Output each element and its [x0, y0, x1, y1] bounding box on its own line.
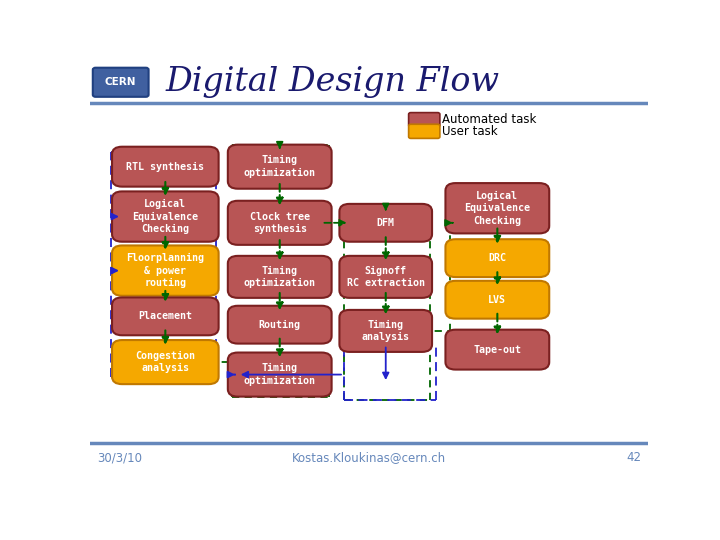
Text: Automated task: Automated task	[441, 113, 536, 126]
FancyBboxPatch shape	[112, 191, 219, 242]
FancyBboxPatch shape	[409, 113, 440, 127]
Text: Clock tree
synthesis: Clock tree synthesis	[250, 212, 310, 234]
FancyBboxPatch shape	[112, 147, 219, 187]
FancyBboxPatch shape	[112, 340, 219, 384]
FancyBboxPatch shape	[446, 329, 549, 369]
FancyBboxPatch shape	[446, 183, 549, 233]
Text: Timing
optimization: Timing optimization	[243, 156, 316, 178]
Text: Congestion
analysis: Congestion analysis	[135, 351, 195, 373]
FancyBboxPatch shape	[112, 298, 219, 335]
FancyBboxPatch shape	[339, 310, 432, 352]
Text: Signoff
RC extraction: Signoff RC extraction	[347, 266, 425, 288]
Text: DRC: DRC	[488, 253, 506, 263]
Text: 30/3/10: 30/3/10	[96, 451, 142, 464]
Text: DFM: DFM	[377, 218, 395, 228]
Text: 42: 42	[626, 451, 642, 464]
FancyBboxPatch shape	[446, 239, 549, 277]
FancyBboxPatch shape	[228, 201, 332, 245]
FancyBboxPatch shape	[339, 204, 432, 242]
FancyBboxPatch shape	[446, 281, 549, 319]
Text: Tape-out: Tape-out	[473, 345, 521, 355]
Text: Routing: Routing	[258, 320, 301, 330]
FancyBboxPatch shape	[228, 353, 332, 396]
FancyBboxPatch shape	[112, 246, 219, 296]
Text: Placement: Placement	[138, 312, 192, 321]
FancyBboxPatch shape	[228, 306, 332, 343]
FancyBboxPatch shape	[409, 124, 440, 138]
Text: Digital Design Flow: Digital Design Flow	[166, 66, 500, 98]
Text: RTL synthesis: RTL synthesis	[126, 161, 204, 172]
FancyBboxPatch shape	[228, 145, 332, 188]
Text: LVS: LVS	[488, 295, 506, 305]
Text: Timing
analysis: Timing analysis	[361, 320, 410, 342]
Text: Timing
optimization: Timing optimization	[243, 363, 316, 386]
Text: Kostas.Kloukinas@cern.ch: Kostas.Kloukinas@cern.ch	[292, 451, 446, 464]
Text: Logical
Equivalence
Checking: Logical Equivalence Checking	[464, 191, 531, 226]
FancyBboxPatch shape	[339, 256, 432, 298]
FancyBboxPatch shape	[93, 68, 148, 97]
FancyBboxPatch shape	[228, 256, 332, 298]
Text: Floorplanning
& power
routing: Floorplanning & power routing	[126, 253, 204, 288]
Text: Timing
optimization: Timing optimization	[243, 266, 316, 288]
Text: User task: User task	[441, 125, 498, 138]
Text: CERN: CERN	[105, 77, 137, 87]
Text: Logical
Equivalence
Checking: Logical Equivalence Checking	[132, 199, 198, 234]
